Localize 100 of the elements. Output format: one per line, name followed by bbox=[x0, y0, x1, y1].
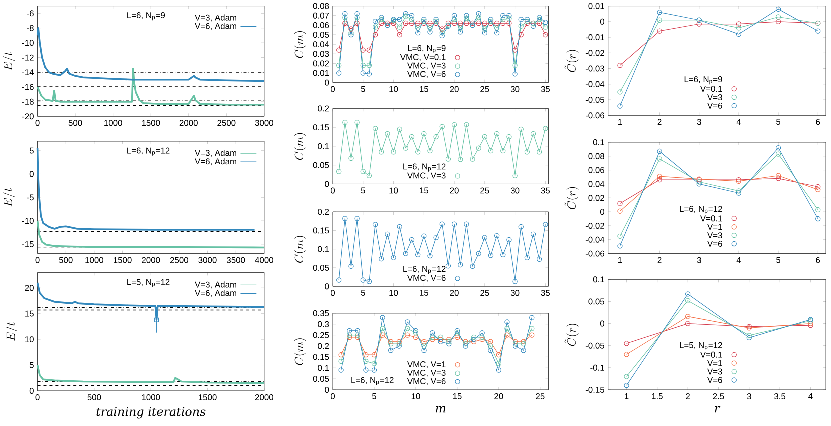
point bbox=[470, 156, 476, 162]
point bbox=[482, 21, 488, 26]
point bbox=[348, 26, 354, 32]
point bbox=[380, 326, 386, 332]
y-axis-title: $C(m)$ bbox=[294, 338, 306, 366]
point bbox=[530, 132, 536, 137]
annotation: L=5, N$_{p}$=12 bbox=[128, 279, 170, 288]
legend-label: VMC, V=0.1 bbox=[400, 54, 446, 62]
x-tick-label: 4000 bbox=[255, 257, 274, 264]
x-tick-label: 1000 bbox=[86, 257, 104, 264]
point bbox=[488, 148, 494, 154]
y-tick-label: 0.02 bbox=[313, 60, 330, 67]
legend-title: L=6, N$_{p}$=9 bbox=[684, 76, 722, 85]
point bbox=[464, 222, 470, 228]
point bbox=[657, 149, 662, 154]
point bbox=[458, 157, 464, 162]
y-tick-label: -0.06 bbox=[586, 250, 604, 257]
point bbox=[452, 122, 458, 128]
point bbox=[446, 342, 452, 347]
point bbox=[657, 10, 662, 16]
point bbox=[413, 330, 419, 336]
x-tick-label: 0 bbox=[330, 290, 336, 296]
y-tick-label: 0.02 bbox=[588, 195, 604, 202]
y-tick-label: -15 bbox=[22, 242, 34, 248]
point bbox=[776, 6, 782, 12]
point bbox=[521, 348, 526, 354]
point bbox=[454, 328, 460, 334]
point bbox=[657, 178, 662, 183]
x-tick-label: 1 bbox=[618, 257, 622, 264]
x-tick-label: 2500 bbox=[218, 120, 236, 126]
point bbox=[518, 24, 524, 30]
point bbox=[380, 315, 386, 321]
point bbox=[504, 320, 510, 325]
point bbox=[494, 30, 500, 36]
y-tick-label: 0.01 bbox=[313, 70, 330, 76]
point bbox=[685, 314, 691, 320]
point bbox=[415, 30, 421, 36]
y-tick-label: 0.04 bbox=[588, 181, 605, 188]
point bbox=[434, 235, 439, 240]
point bbox=[366, 63, 372, 68]
legend-label: VMC, V=3 bbox=[407, 172, 446, 180]
point bbox=[482, 235, 488, 240]
point bbox=[488, 339, 494, 345]
point bbox=[364, 368, 369, 373]
x-tick-label: 3 bbox=[697, 119, 702, 126]
point bbox=[452, 17, 458, 22]
point bbox=[360, 169, 366, 174]
point bbox=[379, 21, 384, 26]
y-axis-title: $E/t$ bbox=[3, 52, 16, 71]
legend-label: V=0.1 bbox=[700, 86, 722, 92]
point bbox=[776, 173, 782, 179]
x-tick-label: 3000 bbox=[255, 120, 274, 126]
point bbox=[388, 339, 394, 345]
legend-title: L=6, N$_{p}$=12 bbox=[680, 206, 722, 214]
point bbox=[354, 120, 360, 126]
point bbox=[422, 132, 427, 137]
point bbox=[736, 26, 742, 31]
point bbox=[464, 16, 470, 22]
x-tick-label: 1 bbox=[625, 394, 629, 400]
point bbox=[422, 348, 427, 354]
point bbox=[360, 48, 366, 53]
point bbox=[452, 13, 458, 19]
point bbox=[347, 332, 352, 338]
y-axis-title: $C(m)$ bbox=[294, 133, 306, 160]
y-tick-label: -0.01 bbox=[586, 34, 604, 41]
y-axis-title: $C(m)$ bbox=[294, 236, 306, 264]
point bbox=[482, 26, 488, 32]
point bbox=[657, 18, 662, 24]
y-tick-label: -20 bbox=[22, 114, 34, 120]
point bbox=[506, 21, 512, 26]
y-tick-label: 0 bbox=[325, 284, 330, 290]
point bbox=[342, 216, 348, 222]
y-tick-label: 0.07 bbox=[313, 12, 330, 19]
annotation: L=6, N$_{p}$=12 bbox=[128, 148, 170, 156]
y-tick-label: 0.15 bbox=[313, 124, 330, 131]
point bbox=[500, 148, 506, 154]
point bbox=[354, 15, 360, 20]
x-tick-label: 1500 bbox=[142, 120, 160, 126]
point bbox=[360, 70, 366, 76]
point bbox=[372, 222, 378, 228]
x-tick-label: 35 bbox=[541, 86, 550, 92]
y-tick-label: 0 bbox=[30, 388, 34, 394]
y-tick-label: 10 bbox=[26, 336, 34, 343]
point bbox=[403, 251, 409, 256]
point bbox=[471, 339, 477, 345]
point bbox=[397, 17, 402, 22]
point bbox=[360, 63, 366, 68]
y-tick-label: 0.06 bbox=[588, 167, 604, 174]
point bbox=[494, 132, 500, 137]
point bbox=[488, 348, 494, 354]
point bbox=[354, 11, 360, 17]
y-tick-label: 0.1 bbox=[593, 140, 604, 146]
x-tick-label: 3 bbox=[747, 394, 752, 400]
point bbox=[482, 134, 488, 140]
legend-label: V=6, Adam bbox=[195, 290, 236, 298]
y-tick-label: 0 bbox=[600, 209, 605, 216]
legend-label: V=3, Adam bbox=[195, 14, 236, 22]
point bbox=[438, 339, 444, 345]
point bbox=[512, 339, 518, 345]
point bbox=[355, 335, 360, 340]
